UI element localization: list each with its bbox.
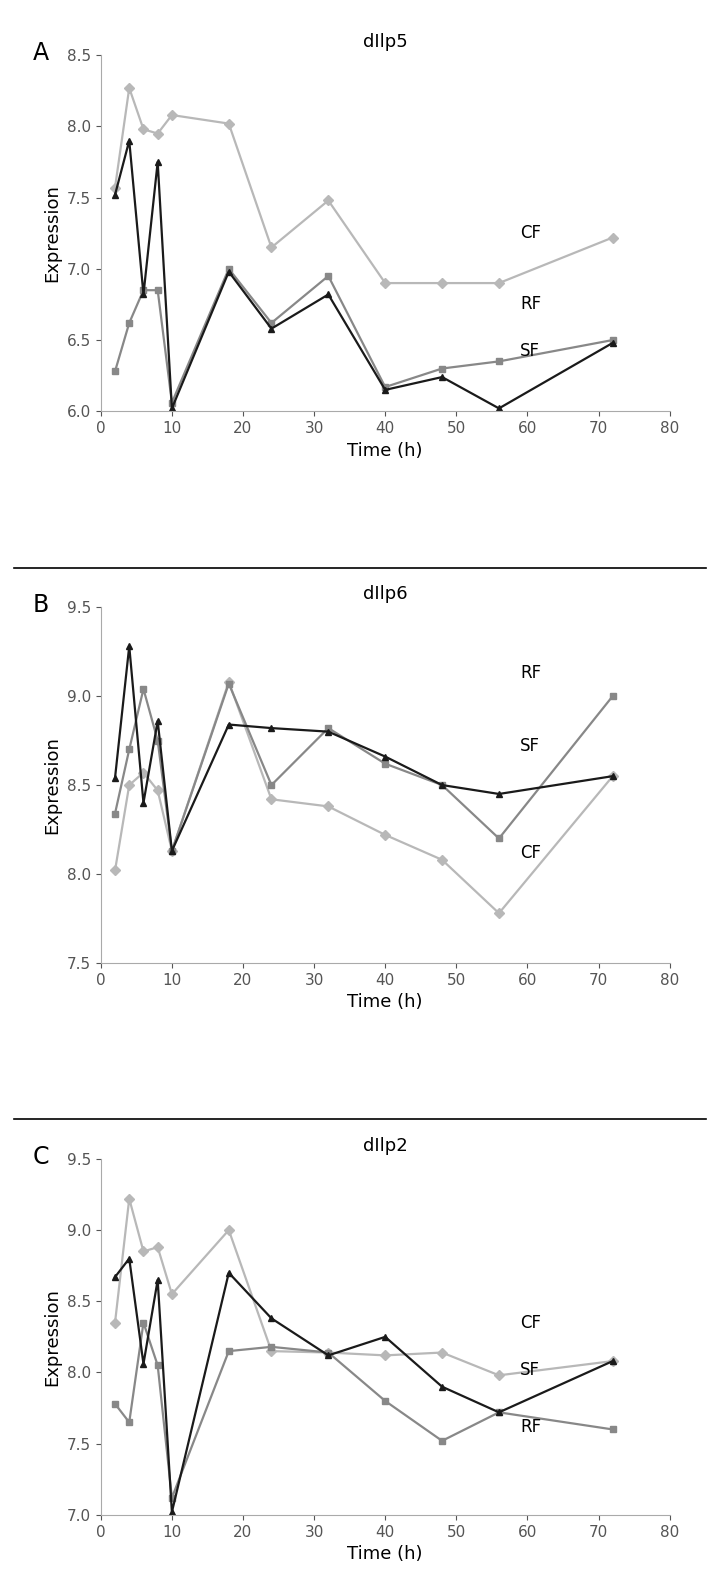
Text: CF: CF — [521, 844, 541, 862]
Title: dIlp5: dIlp5 — [363, 33, 408, 50]
Text: SF: SF — [521, 342, 540, 360]
Text: RF: RF — [521, 664, 541, 682]
Text: RF: RF — [521, 1417, 541, 1436]
Text: A: A — [32, 41, 49, 65]
Text: B: B — [32, 593, 49, 617]
Text: CF: CF — [521, 1313, 541, 1332]
Title: dIlp6: dIlp6 — [363, 585, 408, 603]
X-axis label: Time (h): Time (h) — [348, 1545, 423, 1564]
Text: RF: RF — [521, 295, 541, 314]
Title: dIlp2: dIlp2 — [363, 1136, 408, 1155]
X-axis label: Time (h): Time (h) — [348, 442, 423, 459]
X-axis label: Time (h): Time (h) — [348, 993, 423, 1011]
Y-axis label: Expression: Expression — [43, 735, 61, 835]
Y-axis label: Expression: Expression — [43, 1288, 61, 1385]
Text: C: C — [32, 1144, 49, 1169]
Text: SF: SF — [521, 737, 540, 754]
Y-axis label: Expression: Expression — [43, 185, 61, 282]
Text: CF: CF — [521, 224, 541, 243]
Text: SF: SF — [521, 1360, 540, 1379]
